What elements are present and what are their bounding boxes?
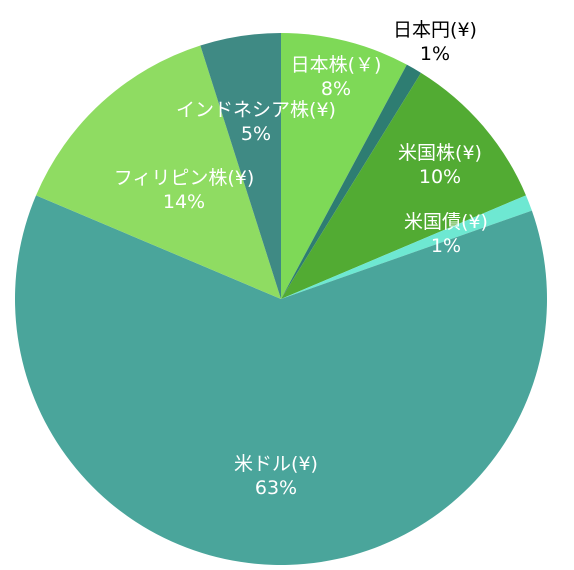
slice-value-5: 14% — [163, 191, 205, 213]
pie-slice-0 — [281, 33, 407, 299]
slice-label-group-5: フィリピン株(¥)14% — [114, 167, 255, 213]
slice-value-2: 10% — [419, 166, 461, 188]
slice-label-6: インドネシア株(¥) — [176, 99, 336, 121]
slice-value-1: 1% — [420, 43, 450, 65]
slice-label-1: 日本円(¥) — [393, 19, 477, 41]
slice-label-3: 米国債(¥) — [404, 211, 488, 233]
pie-slice-3 — [281, 195, 532, 299]
slice-label-group-1: 日本円(¥)1% — [393, 19, 477, 65]
pie-slice-6 — [200, 33, 281, 299]
pie-slice-1 — [281, 64, 422, 300]
slice-label-group-0: 日本株(￥)8% — [291, 54, 382, 100]
slice-label-group-4: 米ドル(¥)63% — [234, 453, 318, 499]
slice-label-group-6: インドネシア株(¥)5% — [176, 99, 336, 145]
slice-value-6: 5% — [241, 123, 271, 145]
slice-value-4: 63% — [255, 477, 297, 499]
labels-layer: 日本株(￥)8%日本円(¥)1%米国株(¥)10%米国債(¥)1%米ドル(¥)6… — [114, 19, 488, 499]
pie-slice-2 — [281, 72, 526, 299]
slice-label-5: フィリピン株(¥) — [114, 167, 255, 189]
pie-slice-4 — [15, 195, 548, 565]
slice-value-0: 8% — [321, 78, 351, 100]
slice-label-group-2: 米国株(¥)10% — [398, 142, 482, 188]
slice-label-4: 米ドル(¥) — [234, 453, 318, 475]
slice-label-2: 米国株(¥) — [398, 142, 482, 164]
pie-slice-5 — [36, 45, 281, 299]
slice-label-0: 日本株(￥) — [291, 54, 382, 76]
slices-layer — [15, 33, 548, 565]
slice-label-group-3: 米国債(¥)1% — [404, 211, 488, 257]
slice-value-3: 1% — [431, 235, 461, 257]
